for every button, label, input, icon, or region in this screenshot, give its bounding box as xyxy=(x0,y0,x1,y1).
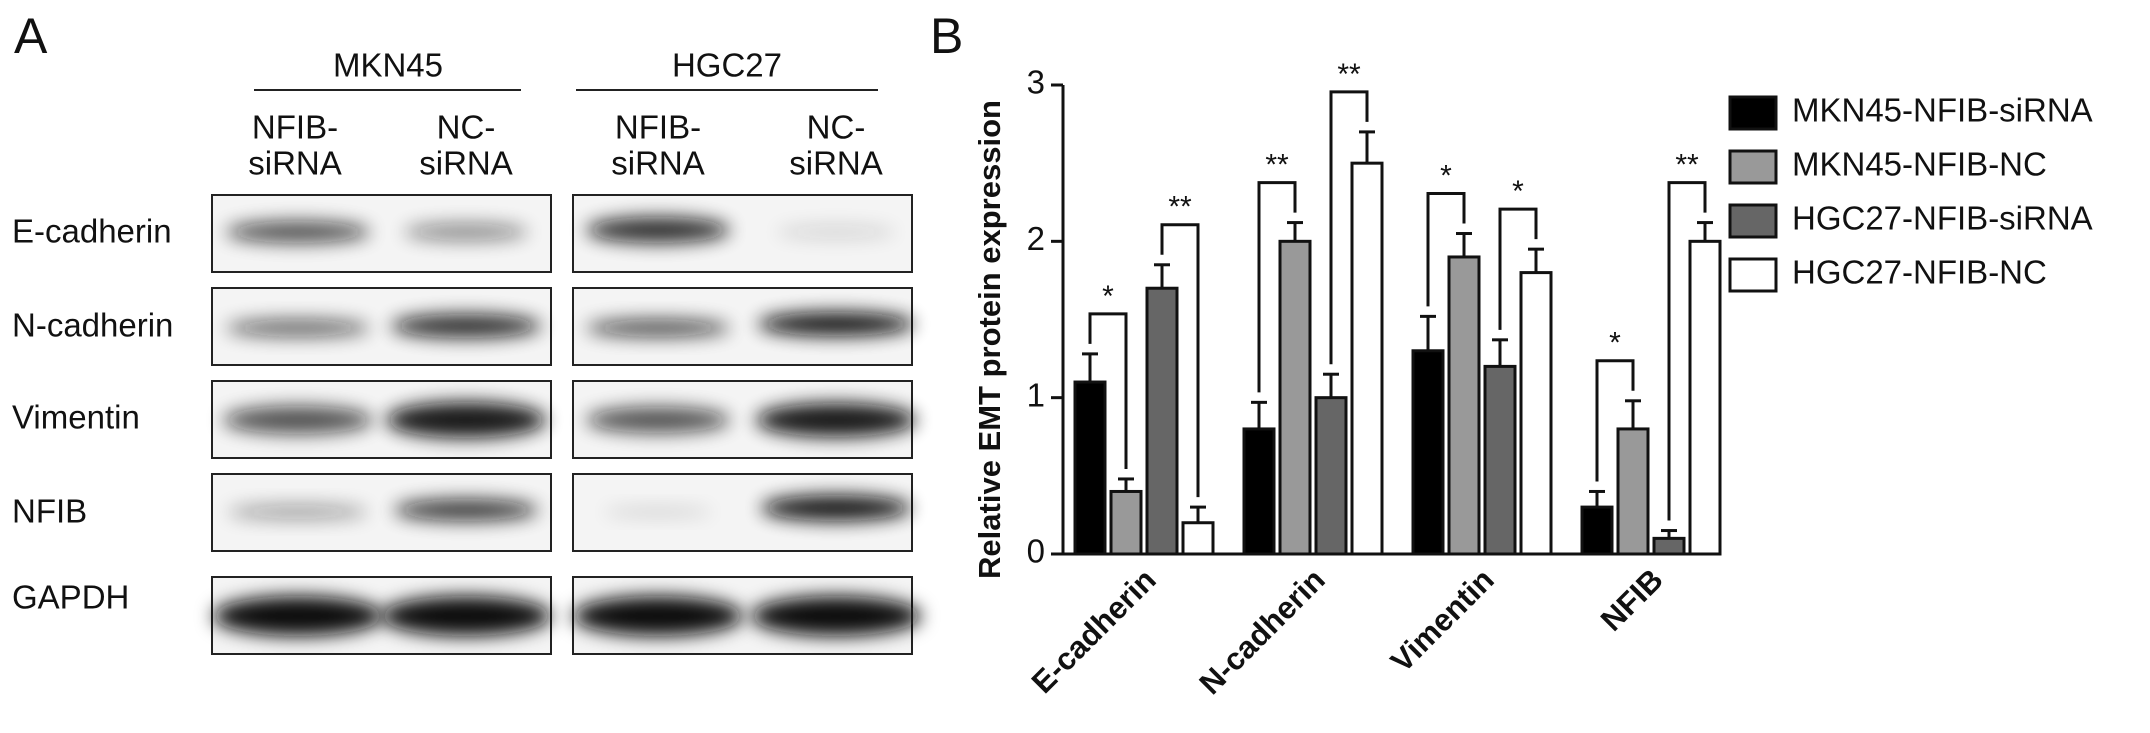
bar xyxy=(1278,239,1312,556)
row-label: N-cadherin xyxy=(12,307,173,344)
row-label: E-cadherin xyxy=(12,213,172,250)
column-label: siRNA xyxy=(419,145,513,182)
bar xyxy=(1652,536,1686,556)
significance-label: ** xyxy=(1337,58,1361,91)
significance-label: * xyxy=(1512,175,1524,208)
significance-label: ** xyxy=(1168,191,1192,224)
significance-bracket xyxy=(1329,90,1369,365)
band xyxy=(586,319,730,337)
band xyxy=(404,223,528,241)
band xyxy=(391,314,541,338)
column-label: NFIB- xyxy=(615,109,701,146)
column-label: NC- xyxy=(437,109,496,146)
band xyxy=(394,499,538,521)
bar xyxy=(1242,427,1276,556)
y-tick-label: 3 xyxy=(1027,64,1045,101)
band xyxy=(573,596,743,636)
significance-bracket xyxy=(1257,181,1297,393)
band xyxy=(586,217,730,243)
legend-swatch xyxy=(1728,149,1778,185)
column-label: siRNA xyxy=(789,145,883,182)
column-label: NC- xyxy=(807,109,866,146)
band xyxy=(758,312,914,336)
band xyxy=(226,221,370,243)
bar xyxy=(1109,489,1143,556)
y-tick-label: 1 xyxy=(1027,376,1045,413)
row-label: Vimentin xyxy=(12,399,140,436)
x-tick-label: Vimentin xyxy=(1384,562,1501,679)
y-tick-label: 0 xyxy=(1027,533,1045,570)
band xyxy=(586,407,730,433)
significance-bracket xyxy=(1088,312,1128,469)
legend-swatch xyxy=(1728,95,1778,131)
x-tick-label: N-cadherin xyxy=(1192,562,1331,701)
significance-label: * xyxy=(1102,280,1114,313)
group-label: HGC27 xyxy=(672,47,782,84)
column-label: NFIB- xyxy=(252,109,338,146)
band xyxy=(776,224,896,240)
column-label: siRNA xyxy=(248,145,342,182)
row-label: GAPDH xyxy=(12,579,129,616)
significance-label: ** xyxy=(1675,148,1699,181)
blots xyxy=(211,194,921,655)
band xyxy=(213,596,383,636)
bar xyxy=(1350,161,1384,556)
bar xyxy=(1483,364,1517,556)
bar xyxy=(1314,396,1348,556)
column-label: siRNA xyxy=(611,145,705,182)
bar xyxy=(1073,380,1107,556)
significance-bracket xyxy=(1160,223,1200,498)
significance-bracket xyxy=(1595,359,1635,482)
band xyxy=(381,596,551,636)
y-tick-label: 2 xyxy=(1027,220,1045,257)
x-tick-label: NFIB xyxy=(1594,562,1670,638)
band xyxy=(603,506,713,518)
band xyxy=(761,495,911,521)
bar xyxy=(1519,271,1553,556)
band xyxy=(751,596,921,636)
bar xyxy=(1181,521,1215,556)
group-label: MKN45 xyxy=(333,47,443,84)
legend-label: MKN45-NFIB-siRNA xyxy=(1792,92,2093,129)
band xyxy=(228,504,368,520)
band xyxy=(226,319,370,337)
bar xyxy=(1145,286,1179,556)
significance-bracket xyxy=(1667,181,1707,521)
row-label: NFIB xyxy=(12,493,87,530)
legend-label: MKN45-NFIB-NC xyxy=(1792,146,2047,183)
bar xyxy=(1688,239,1722,556)
significance-bracket xyxy=(1426,192,1466,307)
legend-swatch xyxy=(1728,203,1778,239)
significance-bracket xyxy=(1498,207,1538,330)
y-axis-label: Relative EMT protein expression xyxy=(972,100,1007,579)
significance-label: * xyxy=(1440,159,1452,192)
bar xyxy=(1580,505,1614,556)
legend-swatch xyxy=(1728,257,1778,293)
band xyxy=(223,406,373,434)
bar xyxy=(1411,349,1445,556)
significance-label: ** xyxy=(1265,148,1289,181)
x-tick-label: E-cadherin xyxy=(1025,562,1163,700)
bar xyxy=(1616,427,1650,556)
legend-label: HGC27-NFIB-NC xyxy=(1792,254,2047,291)
bar xyxy=(1447,255,1481,556)
legend-label: HGC27-NFIB-siRNA xyxy=(1792,200,2093,237)
band xyxy=(386,402,546,438)
panel-label: B xyxy=(930,8,963,64)
significance-label: * xyxy=(1609,327,1621,360)
band xyxy=(756,403,916,437)
panel-label: A xyxy=(14,8,48,64)
